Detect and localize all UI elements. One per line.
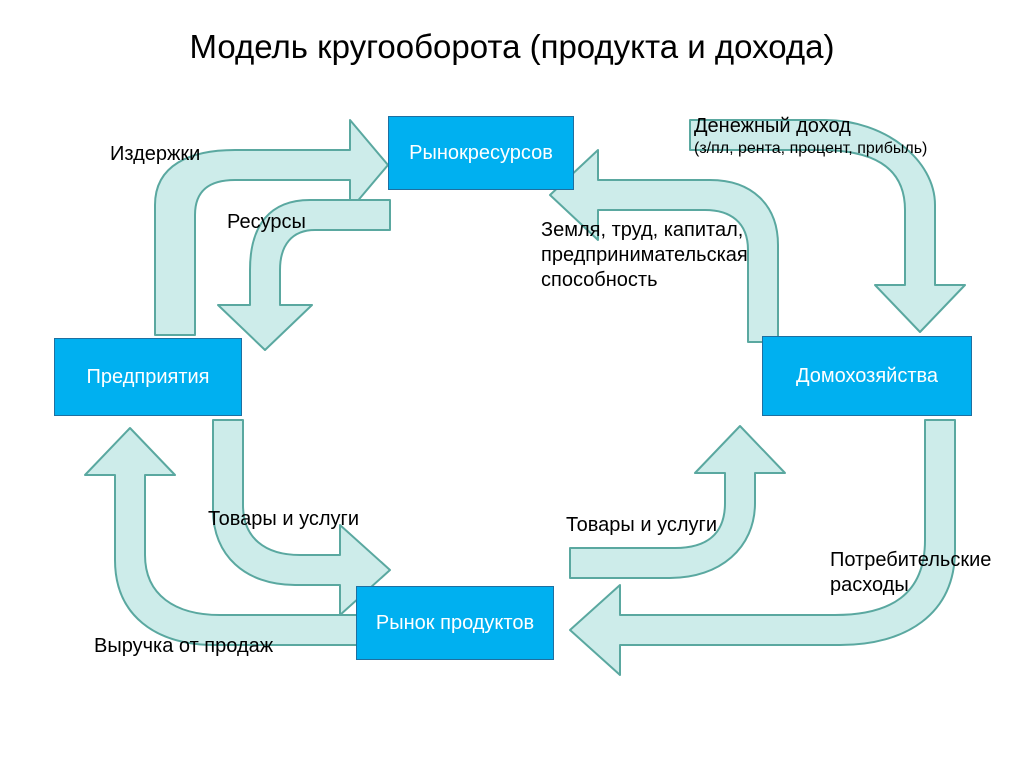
box-line: Рынок продуктов bbox=[376, 611, 534, 636]
diagram-title: Модель кругооборота (продукта и дохода) bbox=[0, 28, 1024, 66]
diagram-canvas: { "title": { "text": "Модель кругооборот… bbox=[0, 0, 1024, 767]
box-resources-market: Рынокресурсов bbox=[388, 116, 574, 190]
label-goods-left: Товары и услуги bbox=[208, 507, 359, 532]
label-revenue: Выручка от продаж bbox=[94, 634, 273, 659]
label-goods-right: Товары и услуги bbox=[566, 513, 717, 538]
box-line: Предприятия bbox=[87, 365, 210, 390]
label-line: Ресурсы bbox=[227, 211, 306, 233]
label-costs: Издержки bbox=[110, 142, 200, 167]
label-line: Издержки bbox=[110, 143, 200, 165]
label-line: Выручка от продаж bbox=[94, 635, 273, 657]
label-resources: Ресурсы bbox=[227, 210, 306, 235]
label-spending: Потребительские расходы bbox=[830, 548, 991, 598]
label-line: Потребительские bbox=[830, 549, 991, 571]
label-line: способность bbox=[541, 269, 658, 291]
box-line: Домохозяйства bbox=[796, 364, 938, 389]
label-line: расходы bbox=[830, 574, 909, 596]
box-firms: Предприятия bbox=[54, 338, 242, 416]
label-line: предпринимательская bbox=[541, 244, 748, 266]
label-line: Земля, труд, капитал, bbox=[541, 219, 743, 241]
label-line: Товары и услуги bbox=[566, 514, 717, 536]
label-line: Товары и услуги bbox=[208, 508, 359, 530]
box-households: Домохозяйства bbox=[762, 336, 972, 416]
label-line: Денежный доход bbox=[694, 115, 851, 137]
label-subline: (з/пл, рента, процент, прибыль) bbox=[694, 139, 927, 159]
label-income: Денежный доход(з/пл, рента, процент, при… bbox=[694, 114, 927, 159]
box-line: Рынок bbox=[409, 141, 468, 166]
box-products-market: Рынок продуктов bbox=[356, 586, 554, 660]
label-land: Земля, труд, капитал, предпринимательская… bbox=[541, 218, 748, 293]
box-line: ресурсов bbox=[468, 141, 553, 166]
